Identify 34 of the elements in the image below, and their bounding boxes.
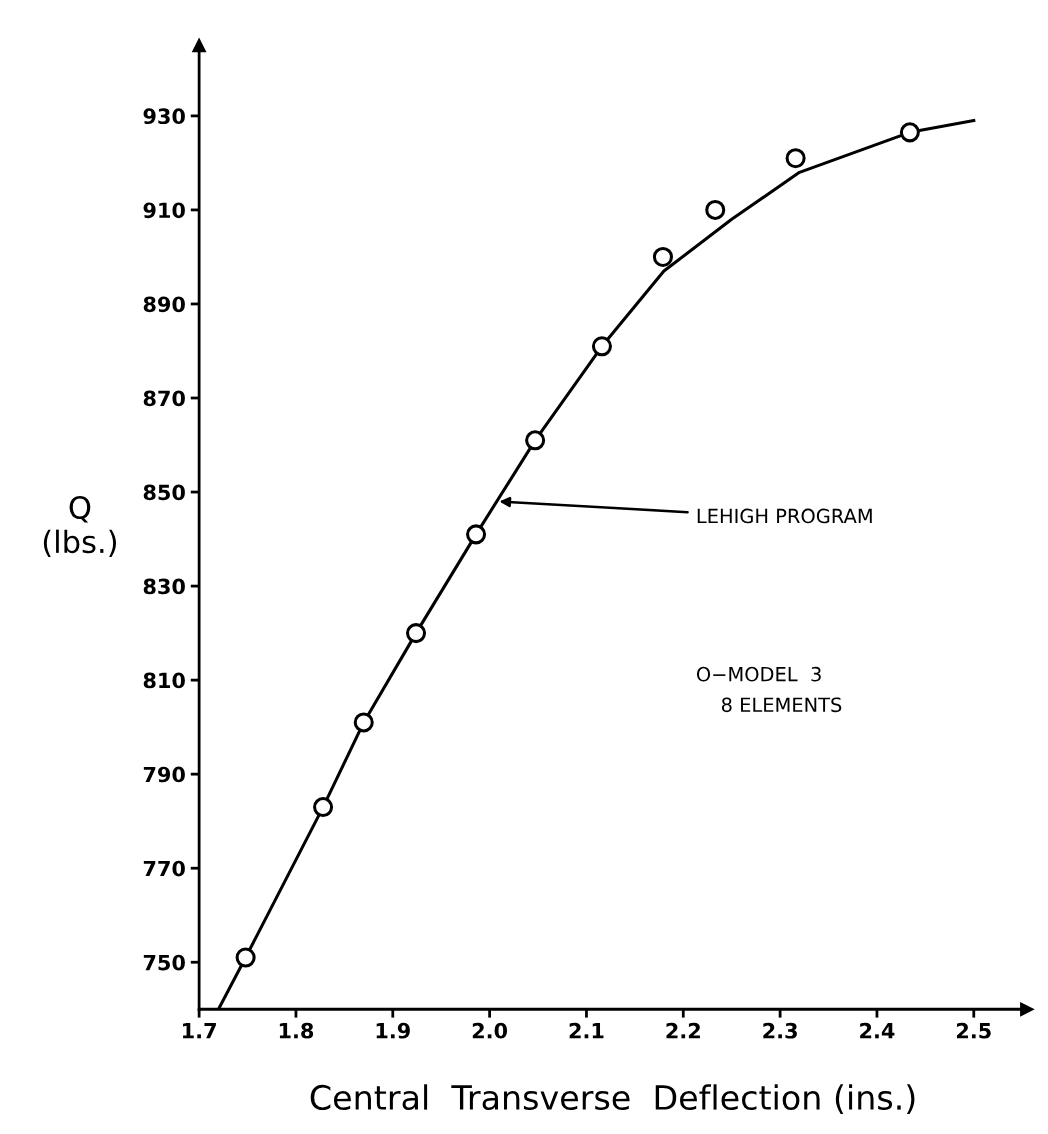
x-tick-label: 2.3 <box>763 1022 797 1039</box>
y-tick-label: 930 <box>143 108 185 125</box>
y-tick-label: 750 <box>143 954 185 971</box>
annotation: O−MODEL 3 8 ELEMENTS <box>696 666 842 713</box>
y-tick-label: 830 <box>143 578 185 595</box>
y-tick-label: 890 <box>143 296 185 313</box>
point <box>785 148 806 169</box>
point <box>313 797 334 818</box>
y-tick-label: 810 <box>143 672 185 689</box>
point <box>705 199 726 220</box>
y-axis-title: Q (lbs.) <box>43 495 116 557</box>
point <box>652 246 673 267</box>
x-tick-label: 1.9 <box>376 1022 410 1039</box>
y-tick-label: 790 <box>143 766 185 783</box>
x-axis-title: Central Transverse Deflection (ins.) <box>310 1084 915 1115</box>
y-tick-label: 870 <box>143 390 185 407</box>
y-tick-label: 910 <box>143 202 185 219</box>
point <box>353 712 374 733</box>
x-tick-label: 1.7 <box>183 1023 216 1039</box>
x-tick-label: 2.2 <box>666 1022 700 1039</box>
x-tick-label: 1.8 <box>279 1022 314 1039</box>
point <box>525 430 546 451</box>
y-tick-label: 770 <box>143 860 185 877</box>
x-tick-label: 2.4 <box>860 1022 895 1039</box>
point <box>235 947 256 968</box>
point <box>466 524 487 545</box>
x-tick-label: 2.0 <box>472 1022 508 1039</box>
x-tick-label: 2.1 <box>569 1022 604 1039</box>
point <box>591 336 612 357</box>
y-tick-label: 850 <box>143 484 185 501</box>
point <box>899 122 920 143</box>
annotation: LEHIGH PROGRAM <box>697 508 872 524</box>
point <box>405 623 427 644</box>
x-tick-label: 2.5 <box>956 1022 991 1039</box>
